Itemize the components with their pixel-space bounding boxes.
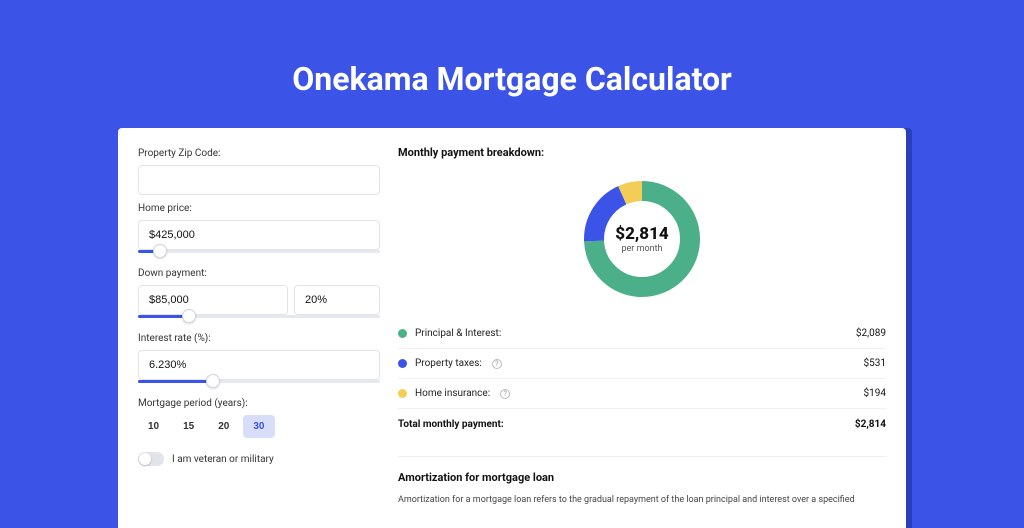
info-icon[interactable]: ? xyxy=(492,359,502,369)
zip-input[interactable] xyxy=(138,165,380,195)
info-icon[interactable]: ? xyxy=(500,389,510,399)
breakdown-title: Monthly payment breakdown: xyxy=(398,146,886,159)
period-button-20[interactable]: 20 xyxy=(208,415,239,438)
interest-rate-input[interactable] xyxy=(138,350,380,380)
home-price-slider[interactable] xyxy=(138,248,380,260)
legend-dot xyxy=(398,389,407,398)
inputs-column: Property Zip Code: Home price: Down paym… xyxy=(138,146,380,508)
period-button-15[interactable]: 15 xyxy=(173,415,204,438)
legend-value: $2,089 xyxy=(856,328,886,339)
veteran-row: I am veteran or military xyxy=(138,452,380,466)
total-row: Total monthly payment: $2,814 xyxy=(398,408,886,444)
interest-rate-field: Interest rate (%): xyxy=(138,333,380,390)
legend-label: Property taxes: xyxy=(415,358,482,369)
total-label: Total monthly payment: xyxy=(398,419,504,430)
legend-value: $531 xyxy=(864,358,886,369)
period-label: Mortgage period (years): xyxy=(138,398,380,409)
donut-sub: per month xyxy=(621,244,662,254)
legend-dot xyxy=(398,329,407,338)
home-price-input[interactable] xyxy=(138,220,380,250)
interest-rate-slider[interactable] xyxy=(138,378,380,390)
period-field: Mortgage period (years): 10152030 xyxy=(138,398,380,438)
down-payment-slider[interactable] xyxy=(138,313,380,325)
home-price-field: Home price: xyxy=(138,203,380,260)
breakdown-column: Monthly payment breakdown: $2,814 per mo… xyxy=(398,146,886,508)
veteran-toggle[interactable] xyxy=(138,452,164,466)
amortization-text: Amortization for a mortgage loan refers … xyxy=(398,494,886,507)
donut-amount: $2,814 xyxy=(615,224,668,244)
down-payment-amount-input[interactable] xyxy=(138,285,288,315)
legend-row-1: Property taxes:? $531 xyxy=(398,349,886,379)
period-button-30[interactable]: 30 xyxy=(243,415,274,438)
down-payment-label: Down payment: xyxy=(138,268,380,279)
legend-value: $194 xyxy=(864,388,886,399)
veteran-label: I am veteran or military xyxy=(172,454,274,465)
page-title: Onekama Mortgage Calculator xyxy=(0,0,1024,128)
donut-chart: $2,814 per month xyxy=(398,167,886,319)
zip-label: Property Zip Code: xyxy=(138,148,380,159)
legend-label: Home insurance: xyxy=(415,388,490,399)
total-value: $2,814 xyxy=(855,419,886,430)
period-button-10[interactable]: 10 xyxy=(138,415,169,438)
zip-field: Property Zip Code: xyxy=(138,148,380,195)
amortization-title: Amortization for mortgage loan xyxy=(398,456,886,484)
legend-dot xyxy=(398,359,407,368)
calculator-card: Property Zip Code: Home price: Down paym… xyxy=(118,128,906,528)
home-price-label: Home price: xyxy=(138,203,380,214)
legend-row-2: Home insurance:? $194 xyxy=(398,379,886,408)
legend-row-0: Principal & Interest: $2,089 xyxy=(398,319,886,349)
legend-label: Principal & Interest: xyxy=(415,328,501,339)
interest-rate-label: Interest rate (%): xyxy=(138,333,380,344)
down-payment-field: Down payment: xyxy=(138,268,380,325)
down-payment-percent-input[interactable] xyxy=(294,285,380,315)
